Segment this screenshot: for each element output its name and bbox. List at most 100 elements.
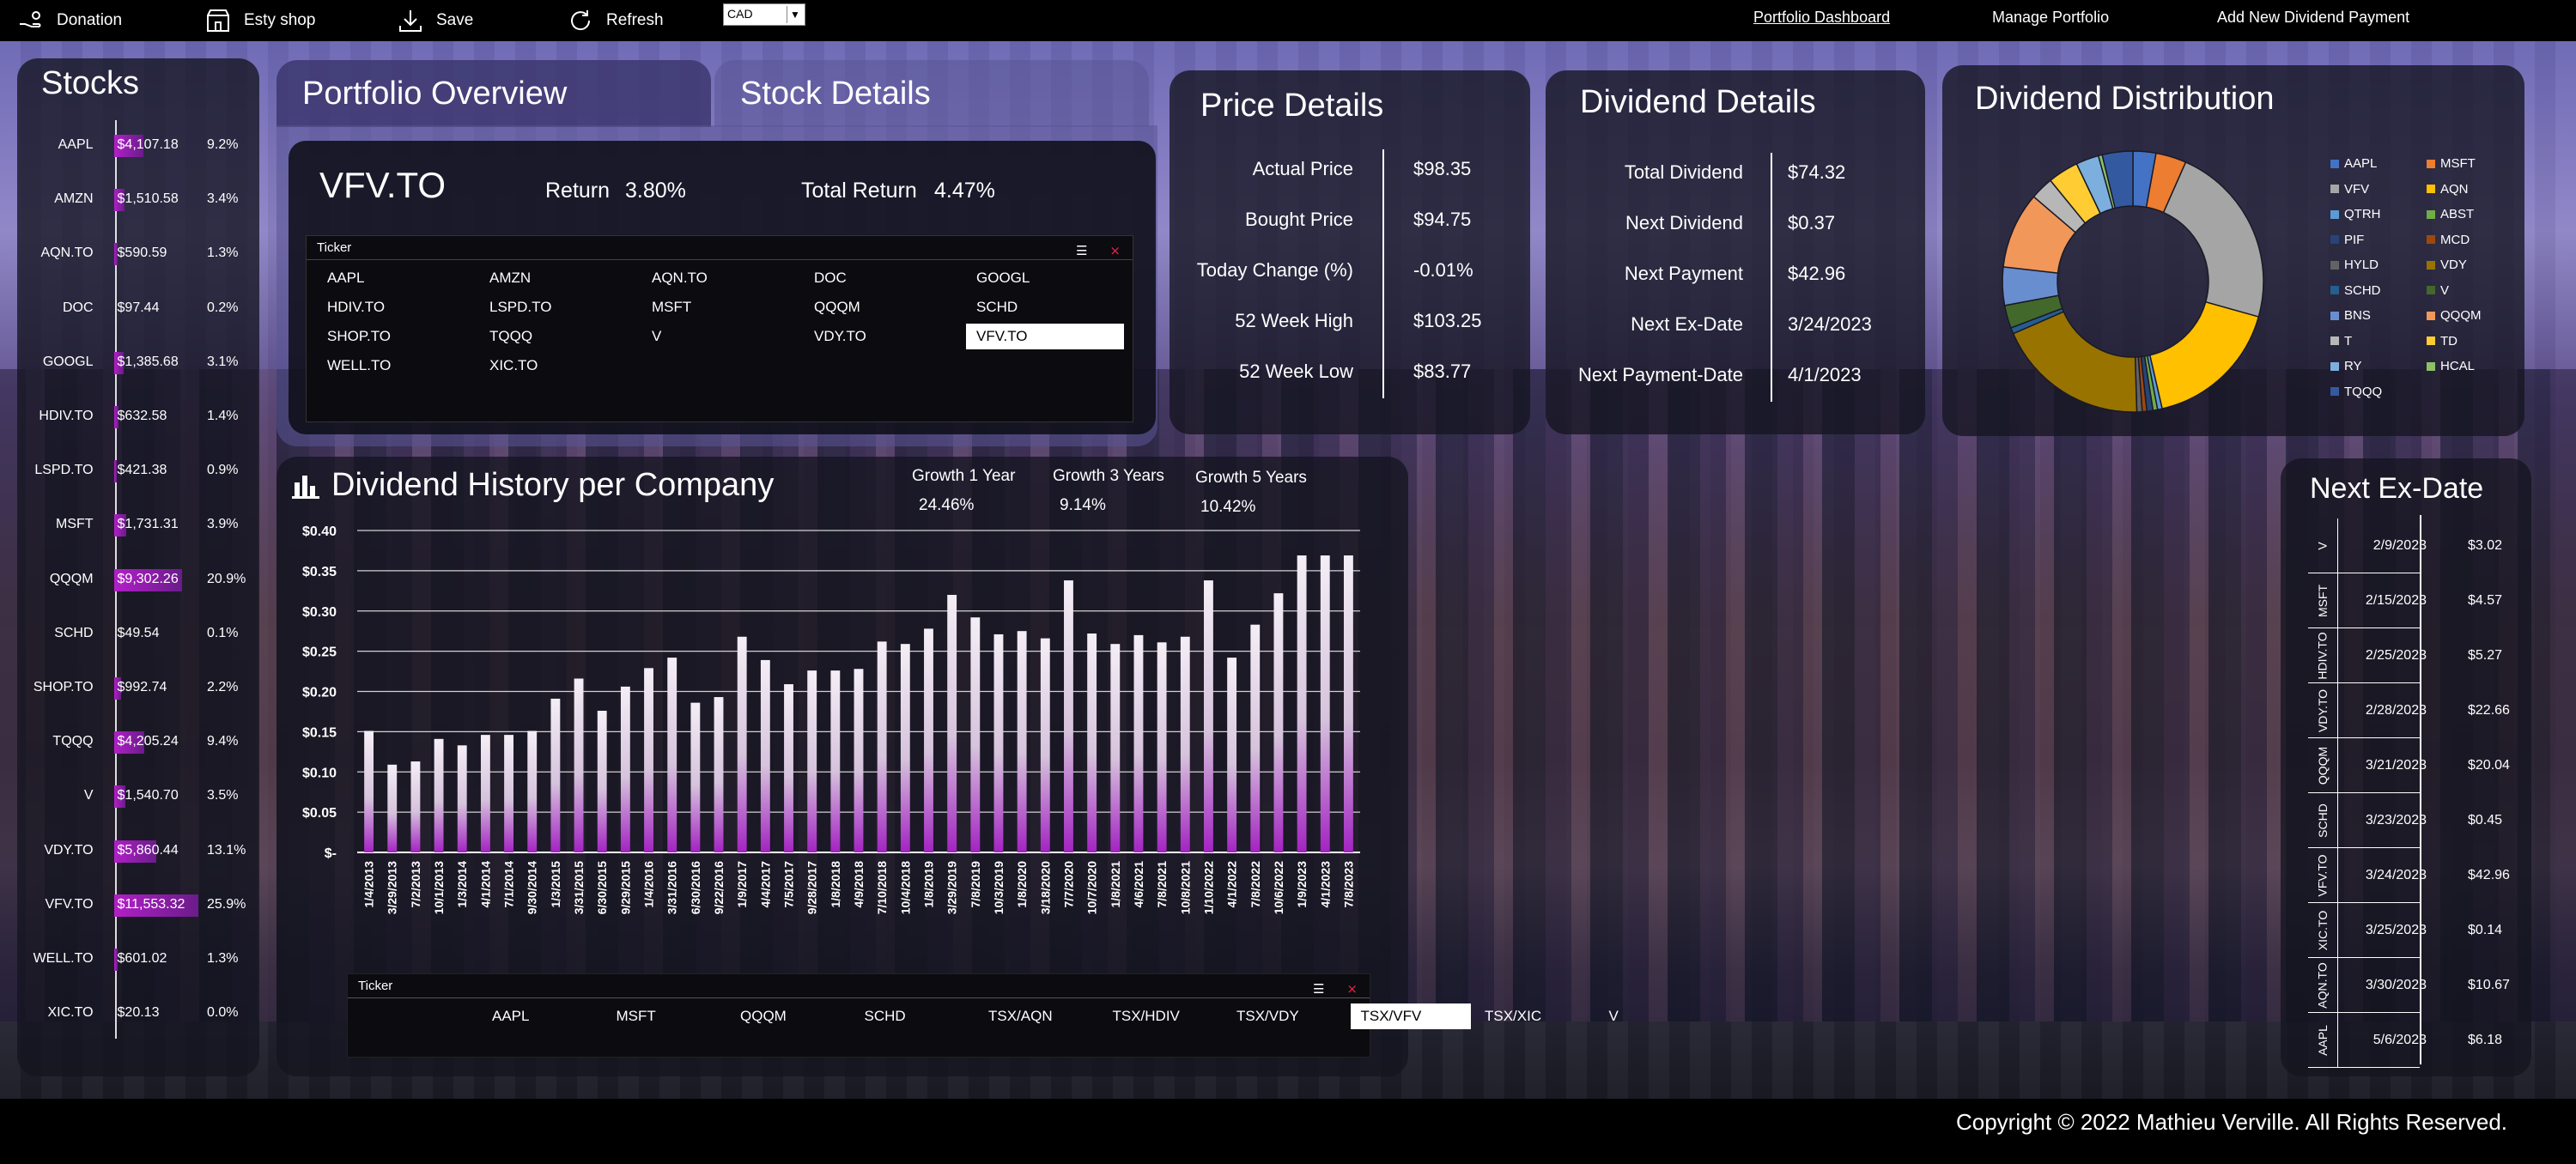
stock-percent: 9.4% xyxy=(206,734,239,749)
stock-row[interactable]: HDIV.TO $632.58 1.4% xyxy=(17,402,258,431)
legend-item: BNS xyxy=(2330,308,2371,323)
ticker-option[interactable]: DOC xyxy=(814,270,847,286)
tab-stock-details[interactable]: Stock Details xyxy=(714,60,1149,127)
donation-button[interactable]: Donation xyxy=(17,7,122,34)
x-tick-label: 7/8/2022 xyxy=(1249,861,1262,908)
dropdown-arrow-icon[interactable]: ▼ xyxy=(787,6,803,23)
ticker-option[interactable]: LSPD.TO xyxy=(489,299,552,315)
ticker-option[interactable]: XIC.TO xyxy=(489,357,538,373)
save-button[interactable]: Save xyxy=(397,7,473,34)
stock-value: $49.54 xyxy=(113,621,197,646)
ticker-option[interactable]: V xyxy=(652,328,662,344)
history-ticker-option[interactable]: AAPL xyxy=(492,1008,530,1024)
stock-ticker: DOC xyxy=(62,300,94,315)
stock-row[interactable]: SCHD $49.54 0.1% xyxy=(17,619,258,648)
stock-row[interactable]: MSFT $1,731.31 3.9% xyxy=(17,510,258,539)
refresh-button[interactable]: Refresh xyxy=(567,7,664,34)
nav-portfolio-dashboard[interactable]: Portfolio Dashboard xyxy=(1753,9,1891,26)
stock-row[interactable]: WELL.TO $601.02 1.3% xyxy=(17,944,258,973)
stock-row[interactable]: XIC.TO $20.13 0.0% xyxy=(17,998,258,1028)
price-label: Today Change (%) xyxy=(1196,259,1353,281)
stock-value-text: $632.58 xyxy=(117,409,167,423)
growth-3y-value: 9.14% xyxy=(1060,496,1106,514)
tab-portfolio-overview[interactable]: Portfolio Overview xyxy=(276,60,711,127)
history-multi-select-icon[interactable]: ☰ xyxy=(1312,982,1325,997)
stock-share-bar xyxy=(113,894,198,917)
stock-row[interactable]: SHOP.TO $992.74 2.2% xyxy=(17,673,258,702)
ticker-option[interactable]: SCHD xyxy=(976,299,1018,315)
legend-label: BNS xyxy=(2344,308,2371,323)
dividend-bar xyxy=(410,761,421,852)
history-ticker-option[interactable]: TSX/VFV xyxy=(1350,1003,1471,1029)
history-slicer-title: Ticker xyxy=(358,979,393,993)
exdate-ticker-line xyxy=(2337,958,2338,1013)
stock-row[interactable]: AQN.TO $590.59 1.3% xyxy=(17,239,258,268)
history-ticker-option[interactable]: TSX/AQN xyxy=(988,1008,1053,1024)
ticker-option[interactable]: HDIV.TO xyxy=(327,299,386,315)
exdate-ticker: MSFT xyxy=(2308,573,2337,628)
legend-swatch xyxy=(2330,286,2339,294)
ticker-option[interactable]: AAPL xyxy=(327,270,365,286)
history-ticker-option[interactable]: SCHD xyxy=(864,1008,906,1024)
x-tick-label: 1/8/2021 xyxy=(1109,861,1122,908)
ticker-option[interactable]: QQQM xyxy=(814,299,860,315)
history-ticker-option[interactable]: TSX/HDIV xyxy=(1112,1008,1180,1024)
stock-value-text: $421.38 xyxy=(117,463,167,478)
stock-row[interactable]: GOOGL $1,385.68 3.1% xyxy=(17,348,258,377)
stock-row[interactable]: QQQM $9,302.26 20.9% xyxy=(17,565,258,594)
x-tick-label: 3/29/2013 xyxy=(386,861,399,914)
dividend-bar xyxy=(667,658,677,852)
history-ticker-option[interactable]: QQQM xyxy=(740,1008,787,1024)
dividend-bar xyxy=(877,641,887,852)
stock-row[interactable]: TQQQ $4,205.24 9.4% xyxy=(17,727,258,756)
ticker-option[interactable]: VFV.TO xyxy=(966,324,1124,349)
legend-item: QQQM xyxy=(2427,308,2482,323)
nav-manage-portfolio[interactable]: Manage Portfolio xyxy=(1992,9,2110,26)
multi-select-icon[interactable]: ☰ xyxy=(1075,244,1088,258)
ticker-option[interactable]: TQQQ xyxy=(489,328,533,344)
ticker-option[interactable]: MSFT xyxy=(652,299,692,315)
dividend-bar xyxy=(644,668,653,852)
etsy-shop-button[interactable]: Esty shop xyxy=(204,7,315,34)
legend-label: ABST xyxy=(2440,207,2475,221)
stock-row[interactable]: DOC $97.44 0.2% xyxy=(17,294,258,323)
stock-value: $992.74 xyxy=(113,675,197,700)
dividend-bar xyxy=(1040,638,1050,852)
history-clear-filter-icon[interactable]: ⨯ xyxy=(1346,982,1358,997)
donut-slice xyxy=(2012,311,2138,413)
ticker-option[interactable]: WELL.TO xyxy=(327,357,392,373)
history-ticker-option[interactable]: V xyxy=(1608,1008,1619,1024)
nav-add-dividend-payment[interactable]: Add New Dividend Payment xyxy=(2217,9,2410,26)
ticker-option[interactable]: VDY.TO xyxy=(814,328,866,344)
dividend-bar xyxy=(690,702,701,852)
x-tick-label: 1/3/2014 xyxy=(455,861,469,908)
stock-row[interactable]: LSPD.TO $421.38 0.9% xyxy=(17,456,258,485)
history-ticker-option[interactable]: TSX/VDY xyxy=(1236,1008,1299,1024)
top-toolbar: Donation Esty shop Save Refresh CAD ▼ Po… xyxy=(0,0,2576,41)
stock-row[interactable]: AMZN $1,510.58 3.4% xyxy=(17,185,258,214)
x-tick-label: 10/1/2013 xyxy=(432,861,446,914)
dividend-details-panel xyxy=(1546,70,1925,434)
history-ticker-option[interactable]: TSX/XIC xyxy=(1485,1008,1542,1024)
stock-row[interactable]: VDY.TO $5,860.44 13.1% xyxy=(17,836,258,865)
ticker-option[interactable]: GOOGL xyxy=(976,270,1030,286)
x-tick-label: 6/30/2015 xyxy=(595,861,609,914)
ticker-option[interactable]: AMZN xyxy=(489,270,532,286)
stock-row[interactable]: VFV.TO $11,553.32 25.9% xyxy=(17,890,258,919)
dividend-bar xyxy=(1064,580,1073,852)
ticker-option[interactable]: SHOP.TO xyxy=(327,328,392,344)
stock-row[interactable]: AAPL $4,107.18 9.2% xyxy=(17,130,258,160)
ticker-option[interactable]: AQN.TO xyxy=(652,270,708,286)
exdate-ticker: AAPL xyxy=(2308,1013,2337,1068)
exdate-ticker-line xyxy=(2337,683,2338,738)
stock-percent: 13.1% xyxy=(206,842,246,858)
exdate-ticker-text: HDIV.TO xyxy=(2316,632,2330,680)
stock-percent: 1.3% xyxy=(206,951,239,966)
exdate-ticker-line xyxy=(2337,518,2338,573)
currency-select[interactable]: CAD ▼ xyxy=(723,3,805,26)
history-ticker-option[interactable]: MSFT xyxy=(616,1008,656,1024)
x-tick-label: 7/8/2023 xyxy=(1341,861,1355,908)
clear-filter-icon[interactable]: ⨯ xyxy=(1109,244,1121,258)
currency-value: CAD xyxy=(727,7,753,21)
stock-row[interactable]: V $1,540.70 3.5% xyxy=(17,781,258,810)
